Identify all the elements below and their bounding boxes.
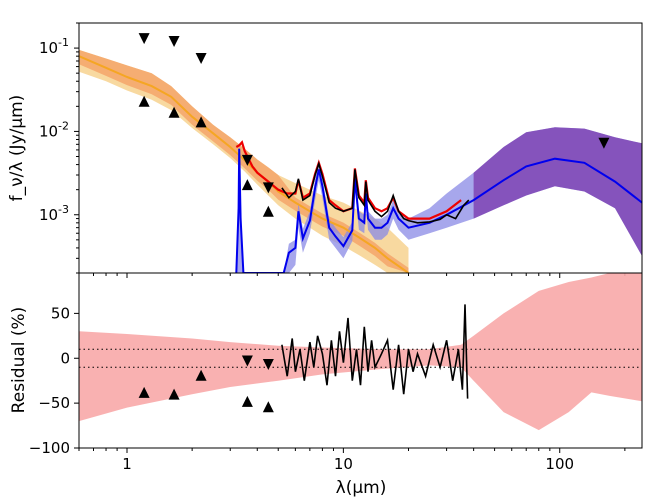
residual-lower-limit-marker bbox=[241, 395, 253, 407]
far-ir-band bbox=[473, 127, 642, 256]
residual-x-tick-label: 100 bbox=[545, 455, 574, 473]
residual-x-tick-label: 10 bbox=[334, 455, 353, 473]
lower-limit-marker bbox=[262, 205, 274, 217]
lower-limit-marker bbox=[195, 116, 207, 128]
residual-upper-limit-marker bbox=[262, 359, 274, 371]
dust-model-line bbox=[235, 148, 642, 273]
stellar-band bbox=[79, 49, 409, 273]
sed-panel: 10-3 10-2 10-1 f_ν/λ (Jy/μm) bbox=[7, 22, 643, 278]
residual-lower-limit-marker bbox=[195, 369, 207, 381]
residual-y-tick-label: 0 bbox=[60, 349, 70, 367]
residual-ylabel: Residual (%) bbox=[9, 307, 29, 414]
observed-spectrum-line bbox=[281, 160, 470, 224]
residual-band bbox=[79, 273, 642, 431]
upper-limit-marker bbox=[598, 137, 610, 149]
sed-y-tick-label: 10-3 bbox=[39, 203, 69, 224]
lower-limit-marker bbox=[168, 106, 180, 118]
upper-limit-marker bbox=[138, 33, 150, 45]
residual-frame bbox=[78, 272, 643, 449]
upper-limit-marker bbox=[241, 154, 253, 166]
sed-y-tick-label: 10-1 bbox=[39, 36, 69, 57]
residual-panel: −100 −50 0 50 1 10 100 Residual (%) λ(μm) bbox=[9, 272, 643, 498]
residual-upper-limit-marker bbox=[241, 355, 253, 367]
residual-lower-limit-marker bbox=[168, 388, 180, 400]
upper-limit-marker bbox=[262, 182, 274, 194]
residual-y-tick-label: 50 bbox=[51, 304, 70, 322]
upper-limit-marker bbox=[195, 52, 207, 64]
residual-y-tick-label: −100 bbox=[29, 439, 70, 457]
upper-limit-marker bbox=[168, 35, 180, 47]
lower-limit-marker bbox=[138, 95, 150, 107]
x-axis-label: λ(μm) bbox=[336, 478, 387, 498]
residual-lower-limit-marker bbox=[262, 401, 274, 413]
residual-y-tick-label: −50 bbox=[38, 394, 70, 412]
lower-limit-marker bbox=[241, 179, 253, 191]
residual-x-tick-label: 1 bbox=[122, 455, 132, 473]
sed-ylabel: f_ν/λ (Jy/μm) bbox=[7, 95, 27, 202]
sed-y-tick-label: 10-2 bbox=[39, 119, 69, 140]
residual-line bbox=[281, 304, 469, 399]
residual-lower-limit-marker bbox=[138, 386, 150, 398]
